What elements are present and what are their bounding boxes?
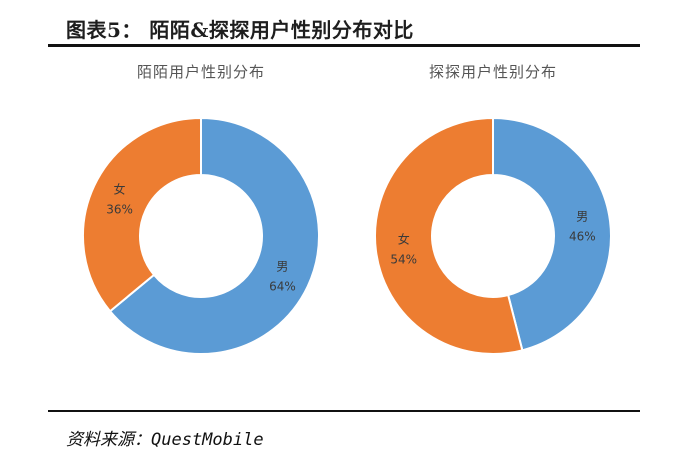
slice-value-female: 54% xyxy=(390,252,417,266)
slice-male xyxy=(492,116,612,352)
title-divider xyxy=(48,44,640,47)
momo-donut-chart: 男 64% 女 36% xyxy=(82,116,320,355)
slice-female xyxy=(374,116,524,355)
slice-male xyxy=(108,116,320,355)
footer-divider xyxy=(48,410,640,412)
slice-label-male: 男 xyxy=(276,259,288,273)
slice-value-female: 36% xyxy=(106,203,133,217)
slice-value-male: 46% xyxy=(569,230,596,244)
momo-chart-title: 陌陌用户性别分布 xyxy=(136,63,265,81)
slice-label-male: 男 xyxy=(576,210,588,224)
slice-label-female: 女 xyxy=(398,231,410,246)
slice-label-female: 女 xyxy=(114,182,126,197)
tantan-chart-title: 探探用户性别分布 xyxy=(428,63,557,81)
slice-female xyxy=(82,116,202,313)
slice-value-male: 64% xyxy=(269,279,296,293)
figure-title: 图表5： 陌陌&探探用户性别分布对比 xyxy=(66,18,414,42)
source-note: 资料来源：QuestMobile xyxy=(66,430,264,450)
tantan-donut-chart: 男 46% 女 54% xyxy=(374,116,612,355)
